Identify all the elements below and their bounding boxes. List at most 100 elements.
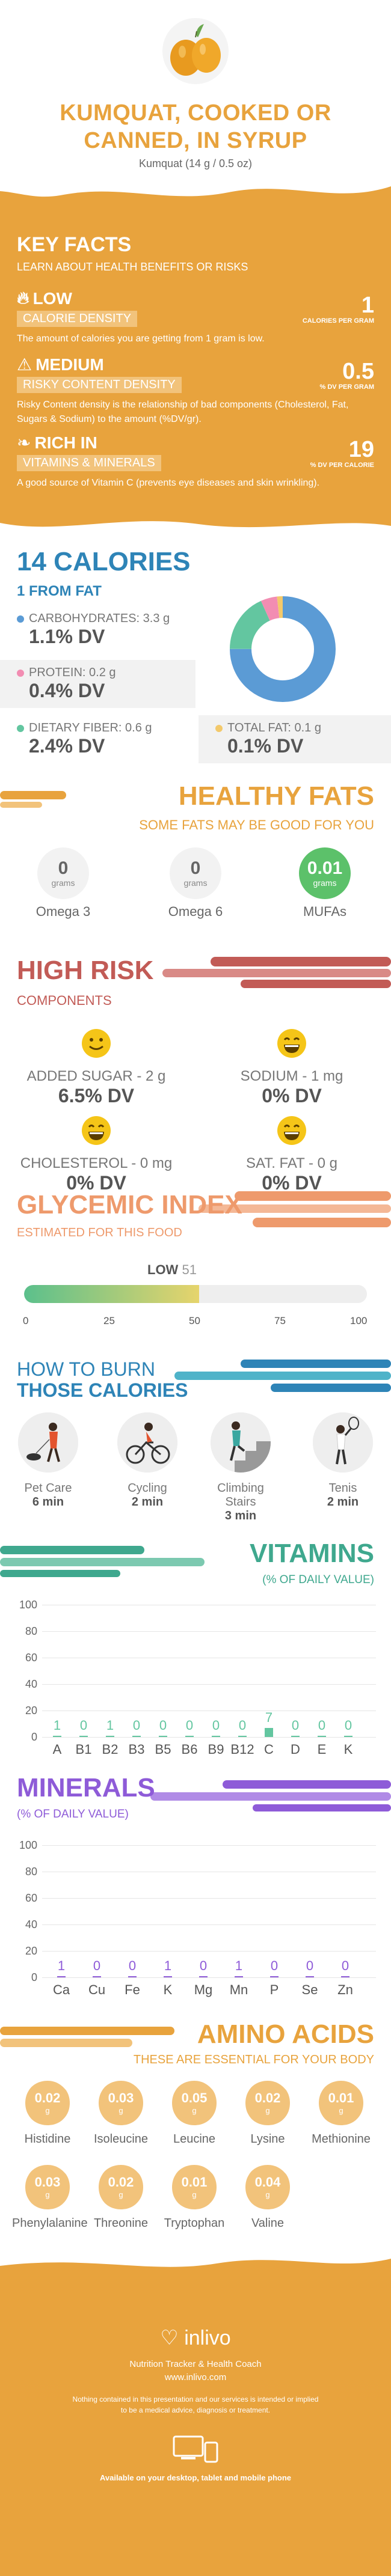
minerals-section: MINERALS (% OF DAILY VALUE) 100 80 60 40 20 0… [0, 1767, 391, 2019]
bar-b1 [79, 1736, 88, 1737]
warning-icon: ⚠ [17, 355, 32, 374]
vitamins-subtitle: (% OF DAILY VALUE) [262, 1573, 374, 1586]
axis-tick-label: 100 [19, 1839, 37, 1851]
calories-title: 14 CALORIES [17, 547, 191, 576]
stripe-decoration [162, 957, 391, 988]
gridline [42, 1951, 376, 1952]
glycemic-tick: 100 [350, 1315, 368, 1326]
key-facts-subtitle: LEARN ABOUT HEALTH BENEFITS OR RISKS [17, 261, 248, 273]
risk-added-sugar: ADDED SUGAR - 2 g 6.5% DV [6, 1028, 186, 1107]
minerals-subtitle: (% OF DAILY VALUE) [17, 1808, 129, 1821]
wave-divider [0, 174, 391, 197]
bar-p [270, 1976, 279, 1977]
burn-title-bold: THOSE CALORIES [17, 1379, 188, 1401]
bar-value-label: 1 [53, 1717, 61, 1733]
glycemic-section: GLYCEMIC INDEX ESTIMATED FOR THIS FOOD L… [0, 1190, 391, 1346]
fact-risky-content: ⚠ MEDIUM RISKY CONTENT DENSITY Risky Cont… [17, 355, 374, 424]
calories-from-fat: 1 FROM FAT [17, 583, 102, 599]
risk-sat-fat: SAT. FAT - 0 g 0% DV [202, 1115, 382, 1194]
bar-value-label: 0 [318, 1718, 326, 1733]
gridline [42, 1977, 376, 1978]
amino-title: AMINO ACIDS [197, 2019, 374, 2049]
gridline [42, 1684, 376, 1685]
high-risk-subtitle: COMPONENTS [17, 993, 112, 1008]
flame-icon: 🔥︎ [17, 288, 29, 307]
bar-value-label: 0 [291, 1718, 300, 1733]
fat-omega6: 0 grams Omega 6 [156, 847, 235, 920]
bar-category-label: C [264, 1742, 274, 1757]
gridline [42, 1898, 376, 1899]
bar-category-label: P [269, 1982, 279, 1997]
axis-tick-label: 40 [25, 1918, 37, 1930]
grin-icon [82, 1116, 111, 1145]
fat-mufas: 0.01 grams MUFAs [286, 847, 364, 920]
bar-fe [128, 1976, 137, 1977]
bar-category-label: Mn [229, 1982, 248, 1997]
amino-tryptophan: 0.01 g Tryptophan [159, 2164, 230, 2230]
glycemic-bar-fill [24, 1285, 199, 1303]
bar-category-label: B2 [102, 1742, 119, 1757]
bar-b9 [212, 1736, 220, 1737]
bar-category-label: B5 [155, 1742, 171, 1757]
bar-d [291, 1736, 300, 1737]
bar-category-label: B6 [181, 1742, 198, 1757]
bar-b3 [132, 1736, 141, 1737]
stripe-decoration [150, 1780, 391, 1811]
bar-cu [93, 1976, 101, 1977]
axis-tick-label: 0 [31, 1731, 37, 1743]
bar-zn [341, 1976, 349, 1977]
bar-category-label: K [163, 1982, 173, 1997]
bar-value-label: 0 [306, 1958, 314, 1973]
amino-isoleucine: 0.03 g Isoleucine [85, 2080, 156, 2146]
vitamins-title: VITAMINS [250, 1539, 374, 1568]
healthy-fats-section: HEALTHY FATS SOME FATS MAY BE GOOD FOR Y… [0, 781, 391, 956]
gridline [42, 1845, 376, 1846]
high-risk-section: HIGH RISK COMPONENTS ADDED SUGAR - 2 g 6… [0, 956, 391, 1194]
heart-icon: ♡ [160, 2327, 179, 2349]
footer-tagline: Nutrition Tracker & Health Coach [129, 2359, 262, 2369]
gridline [42, 1631, 376, 1632]
glycemic-title: GLYCEMIC INDEX [17, 1190, 242, 1219]
macro-carbs: CARBOHYDRATES: 3.3 g 1.1% DV [17, 606, 197, 654]
amino-phenylalanine: 0.03 g Phenylalanine [12, 2164, 88, 2230]
bar-c [265, 1727, 273, 1737]
gridline [42, 1924, 376, 1925]
axis-tick-label: 100 [19, 1599, 37, 1611]
wave-divider [0, 521, 391, 535]
devices-icon [173, 2435, 218, 2463]
amino-lysine: 0.02 g Lysine [232, 2080, 303, 2146]
macro-fiber: DIETARY FIBER: 0.6 g 2.4% DV [17, 715, 197, 763]
bar-category-label: A [52, 1742, 62, 1757]
serving-size: Kumquat (14 g / 0.5 oz) [138, 157, 253, 169]
stairs-icon [211, 1412, 271, 1473]
axis-tick-label: 20 [25, 1705, 37, 1717]
smile-icon [82, 1029, 111, 1058]
grin-icon [277, 1029, 306, 1058]
bar-b6 [185, 1736, 194, 1737]
footer-url[interactable]: www.inlivo.com [164, 2372, 227, 2382]
amino-subtitle: THESE ARE ESSENTIAL FOR YOUR BODY [133, 2053, 374, 2066]
glycemic-tick: 75 [274, 1315, 286, 1326]
amino-badge: 0.04 g [244, 2164, 291, 2211]
bar-category-label: Zn [337, 1982, 353, 1997]
healthy-fats-title: HEALTHY FATS [178, 781, 374, 811]
footer-availability: Available on your desktop, tablet and mo… [99, 2473, 292, 2482]
stripe-decoration [174, 1360, 391, 1392]
bar-category-label: B12 [230, 1742, 254, 1757]
axis-tick-label: 80 [25, 1866, 37, 1878]
kumquat-image [162, 18, 229, 84]
bar-b12 [238, 1736, 247, 1737]
glycemic-bar [24, 1285, 367, 1303]
cycling-icon [117, 1412, 177, 1473]
glycemic-tick: 25 [103, 1315, 115, 1326]
axis-tick-label: 0 [31, 1971, 37, 1983]
bar-category-label: D [291, 1742, 300, 1757]
stripe-decoration [199, 1191, 391, 1227]
bar-value-label: 0 [93, 1958, 101, 1973]
bar-value-label: 1 [106, 1717, 114, 1733]
amino-methionine: 0.01 g Methionine [306, 2080, 377, 2146]
axis-tick-label: 60 [25, 1892, 37, 1904]
stripe-decoration [0, 1546, 205, 1577]
calories-donut-chart [230, 596, 336, 702]
